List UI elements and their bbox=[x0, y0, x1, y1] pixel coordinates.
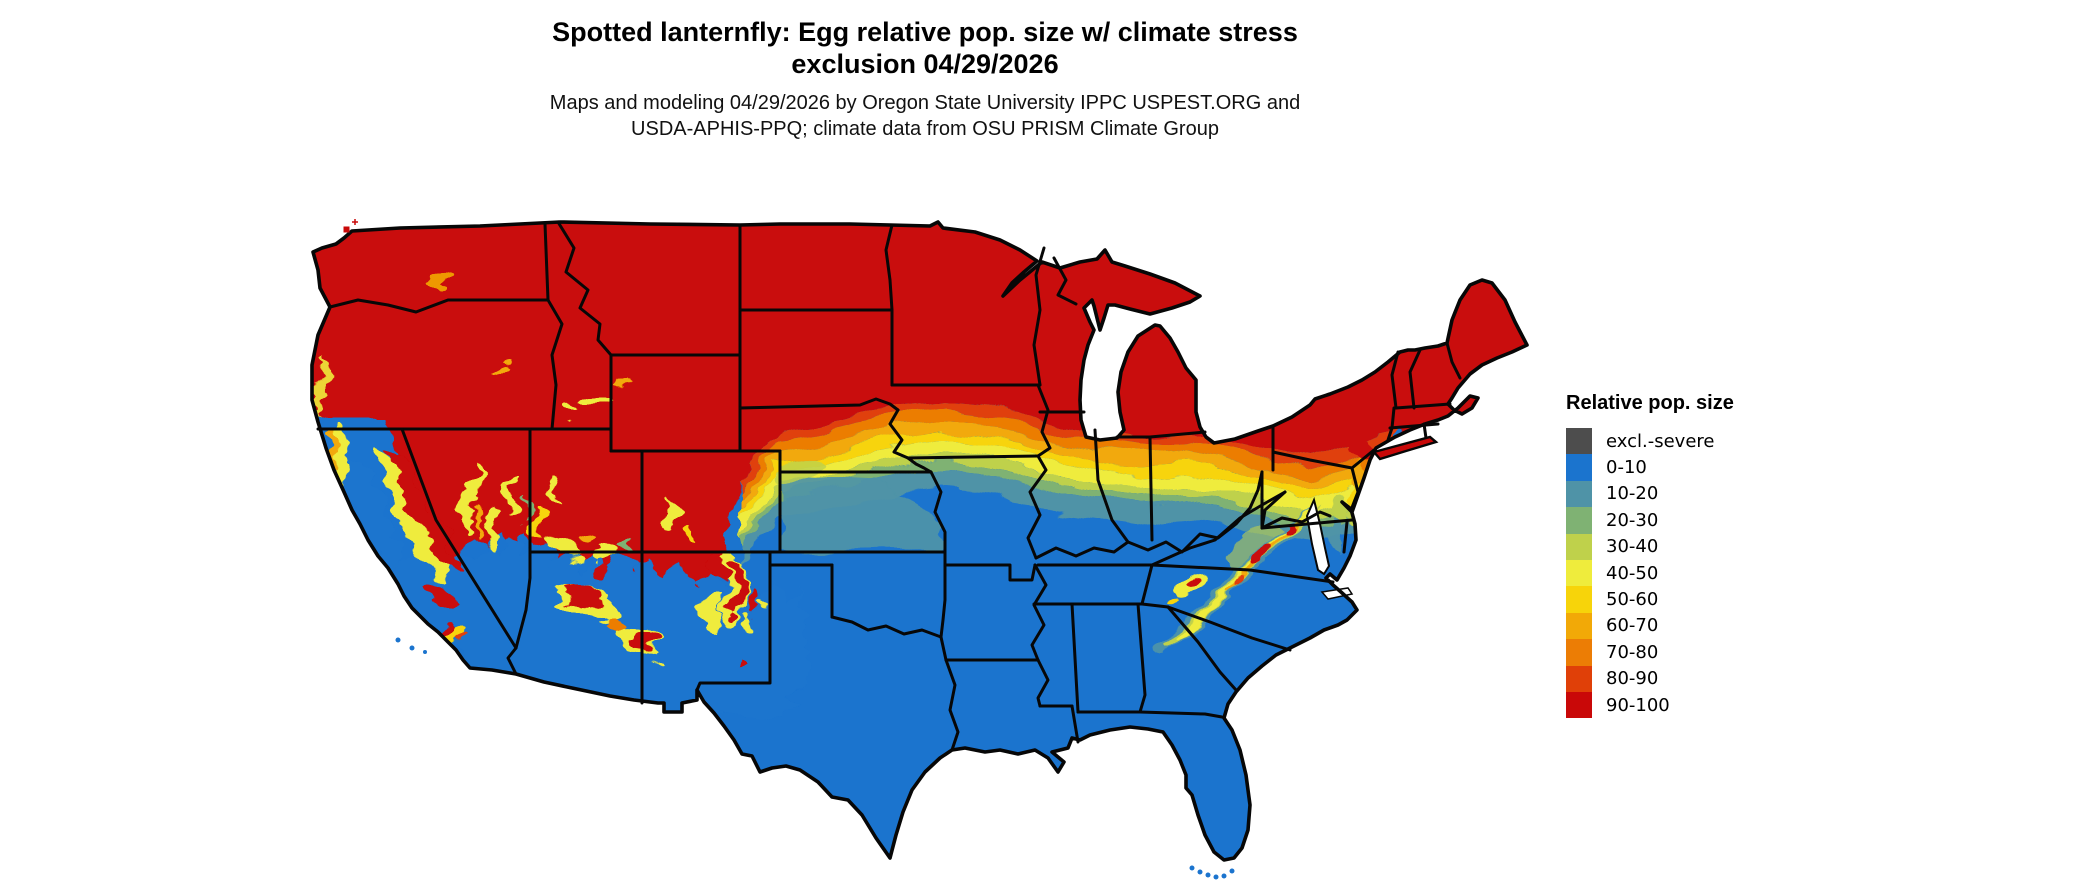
map-title-line2: exclusion 04/29/2026 bbox=[791, 49, 1059, 79]
map-subtitle: Maps and modeling 04/29/2026 by Oregon S… bbox=[225, 90, 1625, 142]
legend-label: excl.-severe bbox=[1606, 430, 1715, 452]
arizona-orange bbox=[606, 613, 624, 627]
nevada-range-yellow bbox=[549, 472, 559, 504]
nevada-range-yellow bbox=[486, 508, 498, 548]
appalachian-red-patch bbox=[1233, 577, 1243, 587]
legend-swatch bbox=[1566, 559, 1592, 587]
utah-orange bbox=[577, 535, 593, 545]
texas-panhandle-speck bbox=[759, 600, 765, 612]
oregon-orange-speck bbox=[498, 365, 512, 371]
legend-item: 70-80 bbox=[1566, 639, 1734, 666]
idaho-orange bbox=[615, 384, 629, 392]
legend-item: 30-40 bbox=[1566, 533, 1734, 560]
map-title: Spotted lanternfly: Egg relative pop. si… bbox=[225, 16, 1625, 80]
new-mexico-range-red bbox=[729, 560, 745, 620]
florida-keys bbox=[1189, 865, 1235, 880]
legend-swatch bbox=[1566, 586, 1592, 613]
new-mexico-range-red bbox=[747, 582, 759, 618]
legend-item: 90-100 bbox=[1566, 691, 1734, 719]
legend-item: 20-30 bbox=[1566, 507, 1734, 534]
legend-swatch bbox=[1566, 454, 1592, 481]
colorado-westslope-yellow bbox=[683, 524, 693, 546]
legend-label: 50-60 bbox=[1606, 589, 1659, 611]
legend-swatch bbox=[1566, 639, 1592, 666]
legend-swatch bbox=[1566, 480, 1592, 508]
delmarva-green bbox=[1334, 492, 1350, 518]
smokies-speck bbox=[1167, 596, 1177, 604]
map-subtitle-line2: USDA-APHIS-PPQ; climate data from OSU PR… bbox=[631, 118, 1219, 140]
conus-outline bbox=[310, 220, 1529, 862]
legend-swatch bbox=[1566, 691, 1592, 719]
utah-south-yellow bbox=[540, 536, 580, 560]
legend-item: 80-90 bbox=[1566, 665, 1734, 692]
new-mexico-range-red bbox=[713, 556, 731, 574]
guadalupe-red bbox=[739, 656, 745, 668]
legend-label: 60-70 bbox=[1606, 615, 1659, 637]
legend: Relative pop. size excl.-severe 0-10 10-20… bbox=[1566, 392, 1734, 719]
nevada-orange bbox=[475, 510, 481, 530]
legend-label: 20-30 bbox=[1606, 509, 1659, 531]
legend-title: Relative pop. size bbox=[1566, 392, 1734, 414]
sacramento-mtns-yellow bbox=[744, 620, 752, 636]
socal-red-mountains bbox=[439, 622, 457, 634]
state-borders bbox=[316, 220, 1462, 752]
legend-swatch bbox=[1566, 428, 1592, 455]
legend-swatch bbox=[1566, 612, 1592, 640]
legend-item: 50-60 bbox=[1566, 586, 1734, 613]
legend-item: 0-10 bbox=[1566, 454, 1734, 481]
channel-islands bbox=[395, 637, 427, 654]
arizona-mogollon-red bbox=[630, 630, 660, 654]
delmarva-teal bbox=[1329, 515, 1343, 555]
appalachian-red-patch bbox=[1254, 547, 1270, 565]
nevada-green bbox=[521, 493, 529, 517]
oregon-coast-yellow bbox=[316, 356, 324, 424]
legend-swatch bbox=[1566, 533, 1592, 560]
central-valley-blue bbox=[343, 461, 401, 575]
legend-label: 0-10 bbox=[1606, 457, 1647, 479]
new-mexico-range-yellow bbox=[702, 592, 722, 636]
washington-orange-speck bbox=[429, 277, 447, 287]
legend-item: 60-70 bbox=[1566, 612, 1734, 640]
socal-red-mountains bbox=[457, 635, 471, 645]
legend-label: 30-40 bbox=[1606, 536, 1659, 558]
long-island bbox=[1371, 435, 1439, 461]
sierra-red-ridge bbox=[391, 451, 459, 577]
nevada-range-yellow bbox=[461, 472, 479, 528]
arizona-mogollon-red bbox=[563, 585, 601, 607]
smokies-red bbox=[1188, 577, 1204, 587]
map-title-line1: Spotted lanternfly: Egg relative pop. si… bbox=[552, 17, 1298, 47]
colorado-westslope-yellow bbox=[662, 498, 674, 526]
snake-plain-yellow bbox=[583, 393, 613, 407]
kansas-teal-wash bbox=[782, 478, 940, 552]
nevada-range-yellow bbox=[505, 468, 519, 516]
legend-label: 80-90 bbox=[1606, 668, 1659, 690]
legend-label: 90-100 bbox=[1606, 694, 1670, 716]
sierra-yellow-fringe bbox=[376, 449, 448, 583]
legend-label: 10-20 bbox=[1606, 483, 1659, 505]
new-jersey-red-north bbox=[1352, 436, 1372, 456]
legend-swatch bbox=[1566, 665, 1592, 692]
legend-label: 70-80 bbox=[1606, 641, 1659, 663]
map-subtitle-line1: Maps and modeling 04/29/2026 by Oregon S… bbox=[549, 92, 1301, 114]
arizona-plateau-red bbox=[592, 562, 608, 582]
legend-item: excl.-severe bbox=[1566, 428, 1734, 455]
legend-item: 40-50 bbox=[1566, 559, 1734, 587]
tehachapi-red bbox=[426, 585, 456, 609]
nebraska-panhandle-green bbox=[775, 455, 825, 485]
utah-green bbox=[627, 541, 637, 549]
legend-rows: excl.-severe 0-10 10-20 20-30 30-40 40-50 50-6… bbox=[1566, 428, 1734, 719]
legend-swatch bbox=[1566, 507, 1592, 534]
legend-item: 10-20 bbox=[1566, 480, 1734, 508]
snake-plain-yellow bbox=[564, 407, 580, 417]
utah-canyon-blue bbox=[595, 557, 605, 563]
legend-label: 40-50 bbox=[1606, 562, 1659, 584]
nevada-range-yellow bbox=[531, 502, 545, 538]
northwest-map-artifact bbox=[343, 219, 358, 233]
